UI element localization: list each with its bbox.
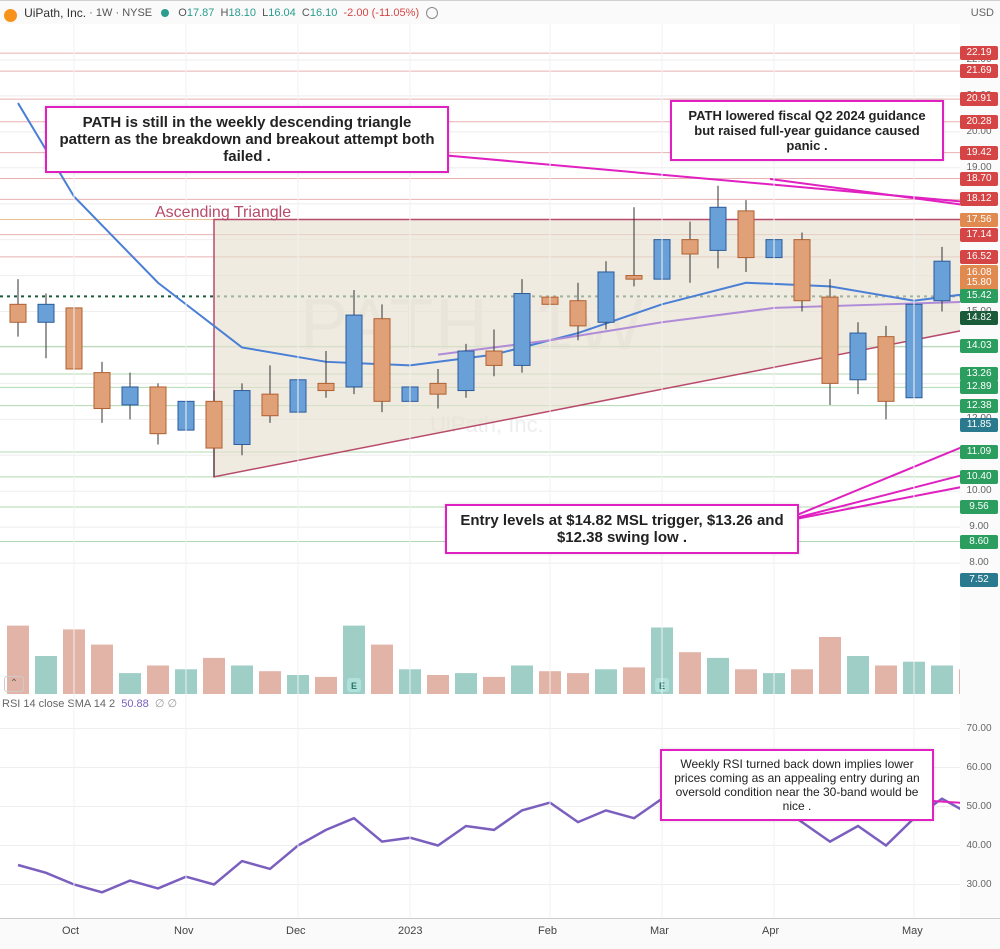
chart-root: UiPath, Inc. · 1W · NYSE O17.87 H18.10 L…: [0, 0, 1000, 949]
price-panel[interactable]: PATH 1W UiPath, Inc. EEE⚡E PATH is still…: [0, 24, 960, 695]
change-val: -2.00 (-11.05%): [344, 7, 420, 19]
dot-sep: ·: [89, 7, 96, 19]
annotation-2: PATH lowered fiscal Q2 2024 guidance but…: [670, 100, 944, 161]
ticker-name[interactable]: UiPath, Inc.: [24, 6, 86, 20]
exchange: NYSE: [122, 7, 152, 19]
open-val: 17.87: [187, 7, 215, 19]
close-val: 16.10: [310, 7, 338, 19]
rsi-panel[interactable]: RSI 14 close SMA 14 2 50.88 ∅ ∅ Weekly R…: [0, 694, 960, 919]
x-axis: OctNovDec2023FebMarAprMayJunJulAugSepOct: [0, 918, 1000, 949]
currency: USD: [971, 1, 994, 25]
x-tick: Apr: [762, 925, 779, 937]
y-axis: 22.0021.0020.0019.0018.0017.0016.0015.00…: [960, 24, 1000, 919]
interval[interactable]: 1W: [96, 7, 113, 19]
annotation-4: Weekly RSI turned back down implies lowe…: [660, 749, 934, 821]
annotation-1: PATH is still in the weekly descending t…: [45, 106, 449, 173]
collapse-icon[interactable]: ⌃: [4, 676, 24, 692]
open-label: O: [178, 7, 187, 19]
x-tick: Oct: [62, 925, 79, 937]
x-tick: May: [902, 925, 923, 937]
svg-text:E: E: [351, 681, 357, 691]
status-dot-icon: [161, 9, 169, 17]
ticker-logo-icon: [4, 9, 17, 22]
chart-header: UiPath, Inc. · 1W · NYSE O17.87 H18.10 L…: [0, 0, 1000, 26]
high-val: 18.10: [228, 7, 256, 19]
x-tick: Mar: [650, 925, 669, 937]
annotation-3: Entry levels at $14.82 MSL trigger, $13.…: [445, 504, 799, 554]
settings-icon[interactable]: [426, 7, 438, 19]
x-tick: Dec: [286, 925, 306, 937]
low-val: 16.04: [268, 7, 296, 19]
x-tick: Nov: [174, 925, 194, 937]
x-tick: Feb: [538, 925, 557, 937]
triangle-label: Ascending Triangle: [155, 204, 291, 222]
x-tick: 2023: [398, 925, 422, 937]
close-label: C: [302, 7, 310, 19]
